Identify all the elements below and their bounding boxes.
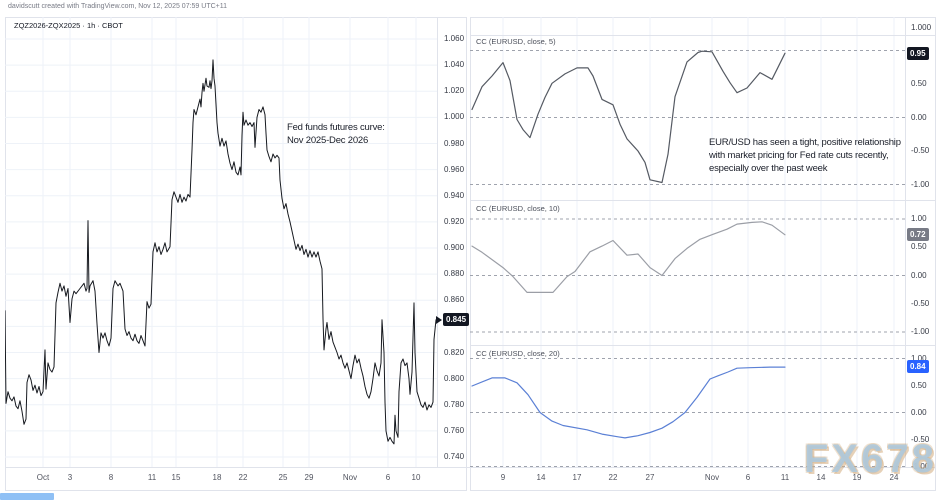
right-y-axis-label: -1.00 xyxy=(911,179,930,189)
right-x-axis-label: 6 xyxy=(745,473,751,482)
right-x-axis-label: 19 xyxy=(852,473,862,482)
left-annotation: Fed funds futures curve: Nov 2025-Dec 20… xyxy=(287,122,385,146)
left-y-axis-label: 0.860 xyxy=(444,295,465,305)
cc-value-badge: 0.95 xyxy=(907,46,929,60)
right-price-axis-line[interactable] xyxy=(905,17,906,467)
left-x-axis-label: Oct xyxy=(36,473,50,482)
right-y-axis-label: 0.50 xyxy=(911,242,927,252)
pane2-pane3-separator[interactable] xyxy=(470,345,936,346)
right-x-axis-label: 17 xyxy=(572,473,582,482)
cc10-pane-title: CC (EURUSD, close, 10) xyxy=(476,204,560,213)
right-y-axis-label: 1.00 xyxy=(911,214,927,223)
left-y-axis-label: 0.760 xyxy=(444,425,465,435)
right-x-axis-label: 9 xyxy=(500,473,506,482)
right-y-axis-label: -0.50 xyxy=(911,298,930,308)
right-y-axis-label: 0.50 xyxy=(911,380,927,390)
right-y-axis-label: 1.00 xyxy=(911,353,927,363)
right-y-axis-label: -1.00 xyxy=(911,327,930,336)
right-y-axis-label: 0.00 xyxy=(911,270,927,280)
cc_eurusd_20-line xyxy=(471,366,786,439)
cc-value-badge: 0.72 xyxy=(907,227,929,241)
left-y-axis-label: 0.820 xyxy=(444,347,465,357)
fx678-watermark: FX678 xyxy=(804,437,937,481)
left-y-axis-label: 0.900 xyxy=(444,243,465,252)
time-axis-line[interactable] xyxy=(5,467,936,468)
left-y-axis-label: 0.980 xyxy=(444,138,465,148)
left-price-axis-line[interactable] xyxy=(437,17,438,467)
left-x-axis-label: 29 xyxy=(304,473,314,482)
right-y-axis-label: -1.00 xyxy=(911,461,930,471)
cc5-pane-title: CC (EURUSD, close, 5) xyxy=(476,37,556,46)
last-price-arrow xyxy=(436,315,442,324)
left-chart-panel[interactable] xyxy=(5,17,467,491)
right-y-axis-label: 0.00 xyxy=(911,112,927,122)
left-y-axis-label: 1.020 xyxy=(444,86,465,96)
left-y-axis-label: 0.780 xyxy=(444,399,465,409)
symbol-title: ZQZ2026-ZQX2025 · 1h · CBOT xyxy=(14,21,123,30)
left-x-axis-label: 22 xyxy=(238,473,248,482)
price-line xyxy=(5,59,437,445)
right-x-axis-label: 24 xyxy=(889,473,899,482)
left-y-axis-label: 1.060 xyxy=(444,34,465,43)
pane1-pane2-separator[interactable] xyxy=(470,200,936,201)
left-x-axis-label: Nov xyxy=(342,473,358,482)
right-x-axis-label: 11 xyxy=(780,473,790,482)
fed-funds-spread-plot[interactable] xyxy=(5,17,437,467)
left-y-axis-label: 0.960 xyxy=(444,164,465,174)
right-y-axis-label: 0.00 xyxy=(911,407,927,417)
credit-text: davidscutt created with TradingView.com,… xyxy=(8,3,228,10)
right-x-axis-label: 14 xyxy=(816,473,826,482)
left-x-axis-label: 11 xyxy=(147,473,157,482)
right-y-axis-label: 0.50 xyxy=(911,79,927,88)
right-x-axis-label: 14 xyxy=(536,473,546,482)
left-x-axis-label: 6 xyxy=(385,473,391,482)
left-x-axis-label: 15 xyxy=(171,473,181,482)
cc20-pane-title: CC (EURUSD, close, 20) xyxy=(476,349,560,358)
last-price-badge: 0.845 xyxy=(443,312,470,326)
main-pane-separator[interactable] xyxy=(470,35,936,36)
right-x-axis-label: 22 xyxy=(608,473,618,482)
right-y-axis-label: -0.50 xyxy=(911,146,930,155)
cc_eurusd_10-line xyxy=(471,221,786,293)
correlation-plots[interactable] xyxy=(470,17,905,467)
cc-value-badge: 0.84 xyxy=(907,360,929,374)
left-y-axis-label: 0.920 xyxy=(444,216,465,226)
right-y-axis-label: -0.50 xyxy=(911,434,930,444)
right-chart-panel[interactable] xyxy=(470,17,936,491)
left-x-axis-label: 18 xyxy=(212,473,222,482)
left-x-axis-label: 10 xyxy=(411,473,421,482)
left-y-axis-label: 0.940 xyxy=(444,190,465,200)
right-x-axis-label: Nov xyxy=(704,473,720,482)
left-y-axis-label: 0.880 xyxy=(444,269,465,279)
left-x-axis-label: 8 xyxy=(108,473,114,482)
left-x-axis-label: 25 xyxy=(278,473,288,482)
left-x-axis-label: 3 xyxy=(67,473,73,482)
right-annotation: EUR/USD has seen a tight, positive relat… xyxy=(709,137,901,174)
left-y-axis-label: 1.040 xyxy=(444,60,465,70)
left-y-axis-label: 1.000 xyxy=(444,112,465,122)
left-y-axis-label: 0.740 xyxy=(444,452,465,461)
bottom-left-chip xyxy=(0,493,54,500)
cc_eurusd_5-line xyxy=(471,50,786,184)
main-scale-top-label: 1.000 xyxy=(911,23,932,32)
right-x-axis-label: 27 xyxy=(645,473,655,482)
left-y-axis-label: 0.800 xyxy=(444,373,465,383)
